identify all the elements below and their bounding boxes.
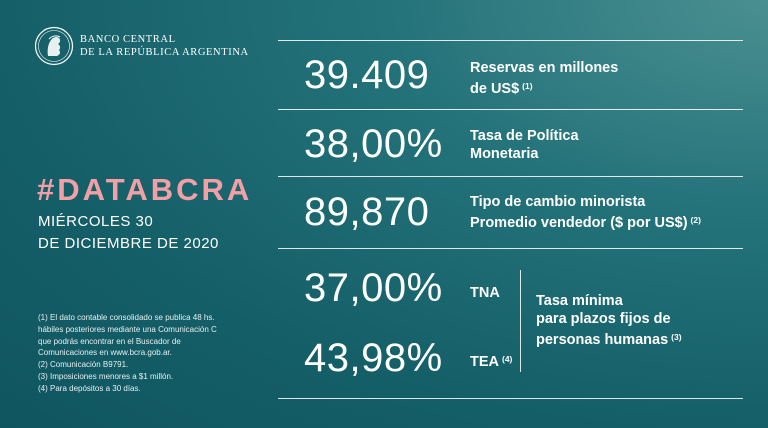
plazo-fijo-desc-line2: para plazos fijos de [536, 311, 671, 327]
divider-line [278, 40, 743, 41]
tipo-cambio-note: (2) [690, 215, 701, 225]
divider-line [278, 176, 743, 177]
divider-line [278, 248, 743, 249]
tea-label-text: TEA [470, 354, 499, 370]
footnote-line: Comunicaciones en www.bcra.gob.ar. [38, 348, 172, 358]
hashtag-title: #DATABCRA [37, 172, 253, 207]
tea-value: 43,98% [304, 336, 443, 380]
vertical-divider [520, 270, 521, 372]
bcra-seal-icon [34, 26, 74, 66]
tasa-politica-label: Tasa de Política Monetaria [470, 127, 579, 163]
reservas-value: 39.409 [304, 53, 430, 97]
tasa-politica-label-line2: Monetaria [470, 146, 539, 162]
footnote-line: que podrás encontrar en el Buscador de [38, 336, 181, 346]
reservas-label: Reservas en millones de US$ (1) [470, 59, 618, 98]
date-line2: DE DICIEMBRE DE 2020 [38, 235, 219, 252]
bank-name-line2: DE LA REPÚBLICA ARGENTINA [80, 47, 249, 58]
plazo-fijo-desc-line1: Tasa mínima [536, 293, 623, 309]
footnote-line: (2) Comunicación B9791. [38, 360, 129, 370]
plazo-fijo-desc-line3: personas humanas [536, 332, 669, 348]
bank-name-line1: BANCO CENTRAL [80, 34, 176, 45]
tasa-politica-label-line1: Tasa de Política [470, 128, 579, 144]
tea-note: (4) [502, 354, 513, 364]
plazo-fijo-desc-note: (3) [671, 332, 682, 342]
tea-label: TEA (4) [470, 350, 512, 371]
footnote-line: (3) Imposiciones menores a $1 millón. [38, 371, 174, 381]
divider-line [278, 398, 743, 399]
divider-line [278, 109, 743, 110]
tna-value: 37,00% [304, 266, 443, 310]
tipo-cambio-label: Tipo de cambio minorista Promedio vended… [470, 193, 701, 232]
reservas-label-line2: de US$ [470, 81, 520, 97]
reservas-note: (1) [522, 81, 533, 91]
footnote-line: (4) Para depósitos a 30 días. [38, 383, 141, 393]
date-line1: MIÉRCOLES 30 [38, 213, 154, 230]
footnote-line: (1) El dato contable consolidado se publ… [38, 313, 215, 322]
footnotes: (1) El dato contable consolidado se publ… [38, 312, 268, 395]
bank-logo: BANCO CENTRAL DE LA REPÚBLICA ARGENTINA [34, 26, 249, 66]
footnote-line: hábiles posteriores mediante una Comunic… [38, 324, 217, 334]
tna-label: TNA [470, 285, 500, 301]
tipo-cambio-label-line2: Promedio vendedor ($ por US$) [470, 215, 688, 231]
plazo-fijo-description: Tasa mínima para plazos fijos de persona… [536, 292, 682, 349]
reservas-label-line1: Reservas en millones [470, 60, 619, 76]
tipo-cambio-value: 89,870 [304, 190, 430, 234]
tipo-cambio-label-line1: Tipo de cambio minorista [470, 194, 646, 210]
tasa-politica-value: 38,00% [304, 122, 443, 166]
